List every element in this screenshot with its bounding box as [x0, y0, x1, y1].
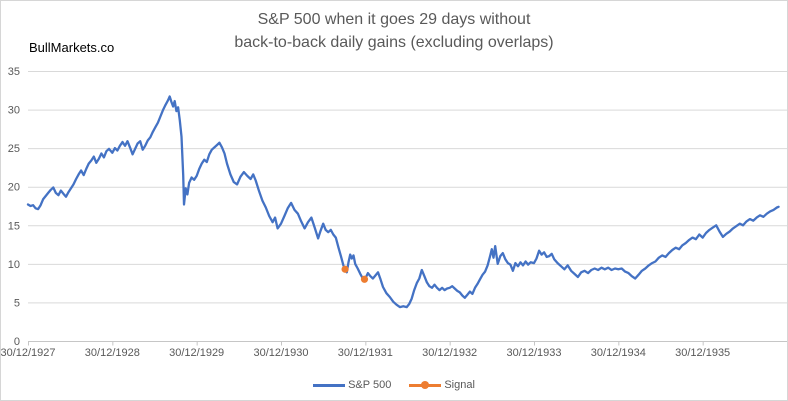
svg-text:30: 30	[8, 105, 20, 117]
sp500-line-swatch	[313, 383, 346, 387]
legend-label-sp500: S&P 500	[348, 379, 392, 391]
legend-item-sp500: S&P 500	[313, 379, 391, 391]
svg-text:10: 10	[8, 259, 20, 271]
chart-title: S&P 500 when it goes 29 days without bac…	[1, 8, 787, 54]
chart-title-line2: back-to-back daily gains (excluding over…	[234, 34, 554, 51]
svg-text:30/12/1928: 30/12/1928	[85, 347, 140, 359]
svg-text:30/12/1932: 30/12/1932	[422, 347, 477, 359]
signal-marker-icon	[421, 381, 430, 389]
svg-text:5: 5	[14, 297, 20, 309]
chart-title-line1: S&P 500 when it goes 29 days without	[257, 11, 531, 28]
svg-text:30/12/1931: 30/12/1931	[338, 347, 393, 359]
svg-text:35: 35	[8, 66, 20, 78]
svg-text:30/12/1933: 30/12/1933	[506, 347, 561, 359]
signal-line-swatch	[409, 381, 442, 389]
legend: S&P 500 Signal	[1, 376, 787, 394]
legend-item-signal: Signal	[409, 379, 475, 391]
svg-text:30/12/1929: 30/12/1929	[169, 347, 224, 359]
legend-label-signal: Signal	[444, 379, 475, 391]
svg-text:30/12/1934: 30/12/1934	[591, 347, 646, 359]
watermark: BullMarkets.co	[29, 40, 115, 55]
svg-text:30/12/1935: 30/12/1935	[675, 347, 730, 359]
svg-text:15: 15	[8, 220, 20, 232]
svg-text:20: 20	[8, 182, 20, 194]
svg-text:30/12/1927: 30/12/1927	[1, 347, 56, 359]
svg-text:25: 25	[8, 143, 20, 155]
svg-text:30/12/1930: 30/12/1930	[253, 347, 308, 359]
svg-text:0: 0	[14, 336, 20, 348]
